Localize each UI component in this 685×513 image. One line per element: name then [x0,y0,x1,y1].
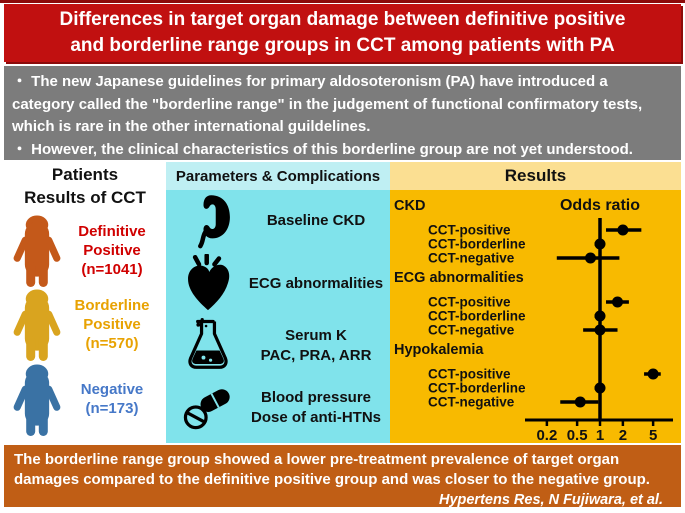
svg-text:CKD: CKD [394,198,425,214]
person-icon [13,364,61,436]
svg-text:CCT-negative: CCT-negative [428,395,515,410]
parameter-row-2: ECG abnormalities [170,252,386,314]
parameter-row-4: Blood pressure Dose of anti-HTNs [170,377,386,439]
svg-text:CCT-positive: CCT-positive [428,367,511,382]
patients-column: Patients Results of CCT Definitive Positi… [4,162,166,443]
parameter-label: Blood pressure Dose of anti-HTNs [250,389,381,426]
patient-group-label: Borderline Positive (n=570) [74,297,150,352]
patient-rows: Definitive Positive (n=1041) Borderline Pos… [4,212,166,443]
flask-icon [188,317,228,369]
patient-group-label: Definitive Positive (n=1041) [78,223,146,278]
svg-text:CCT-negative: CCT-negative [428,251,515,266]
conclusion-text: The borderline range group showed a lowe… [14,451,650,489]
svg-text:5: 5 [649,427,657,443]
svg-text:CCT-positive: CCT-positive [428,223,511,238]
parameter-label: Serum K PAC, PRA, ARR [260,327,372,364]
svg-text:CCT-borderline: CCT-borderline [428,237,526,252]
background-bullet-1: ・ The new Japanese guidelines for primar… [12,73,643,135]
svg-text:1: 1 [596,427,604,443]
svg-text:CCT-borderline: CCT-borderline [428,381,526,396]
citation-text: Hypertens Res, N Fujiwara, et al. [438,491,663,508]
page-title: Differences in target organ damage betwe… [4,4,681,62]
parameter-label: ECG abnormalities [248,274,384,292]
person-icon [13,215,61,288]
background-bullet-2: ・ However, the clinical characteristics … [12,140,633,158]
svg-text:2: 2 [619,427,627,443]
svg-text:0.5: 0.5 [567,427,588,443]
background-section: ・ The new Japanese guidelines for primar… [4,66,681,160]
svg-text:ECG abnormalities: ECG abnormalities [394,270,524,286]
patients-subheader: Results of CCT [24,188,146,207]
patient-group-3: Negative (n=173) [8,363,162,437]
results-header: Results [390,162,681,190]
patient-group-label: Negative (n=173) [80,381,144,417]
pills-icon [183,389,230,430]
patients-header: Patients [51,165,119,184]
content-columns: Patients Results of CCT Definitive Positi… [4,162,681,443]
patient-group-1: Definitive Positive (n=1041) [8,214,162,288]
svg-text:0.2: 0.2 [536,427,557,443]
svg-text:CCT-borderline: CCT-borderline [428,309,526,324]
heart-icon [188,254,230,311]
svg-text:Hypokalemia: Hypokalemia [394,342,484,358]
svg-text:CCT-negative: CCT-negative [428,323,515,338]
patient-group-2: Borderline Positive (n=570) [8,288,162,362]
parameters-header: Parameters & Complications [166,162,390,190]
parameter-row-1: Baseline CKD [170,190,386,252]
parameter-row-3: Serum K PAC, PRA, ARR [170,315,386,377]
results-column: Results Odds ratio 0.2 0.5 1 2 5 CKD CCT-positi… [390,162,681,443]
kidney-icon [198,195,230,249]
person-icon [13,289,61,362]
conclusion-section: The borderline range group showed a lowe… [4,445,681,508]
svg-text:CCT-positive: CCT-positive [428,295,511,310]
svg-text:Odds ratio: Odds ratio [560,197,640,214]
parameter-rows: Baseline CKD ECG abnormalities Serum K PA… [166,190,390,443]
parameter-label: Baseline CKD [266,212,366,230]
parameters-column: Parameters & Complications Baseline CKD … [166,162,390,443]
